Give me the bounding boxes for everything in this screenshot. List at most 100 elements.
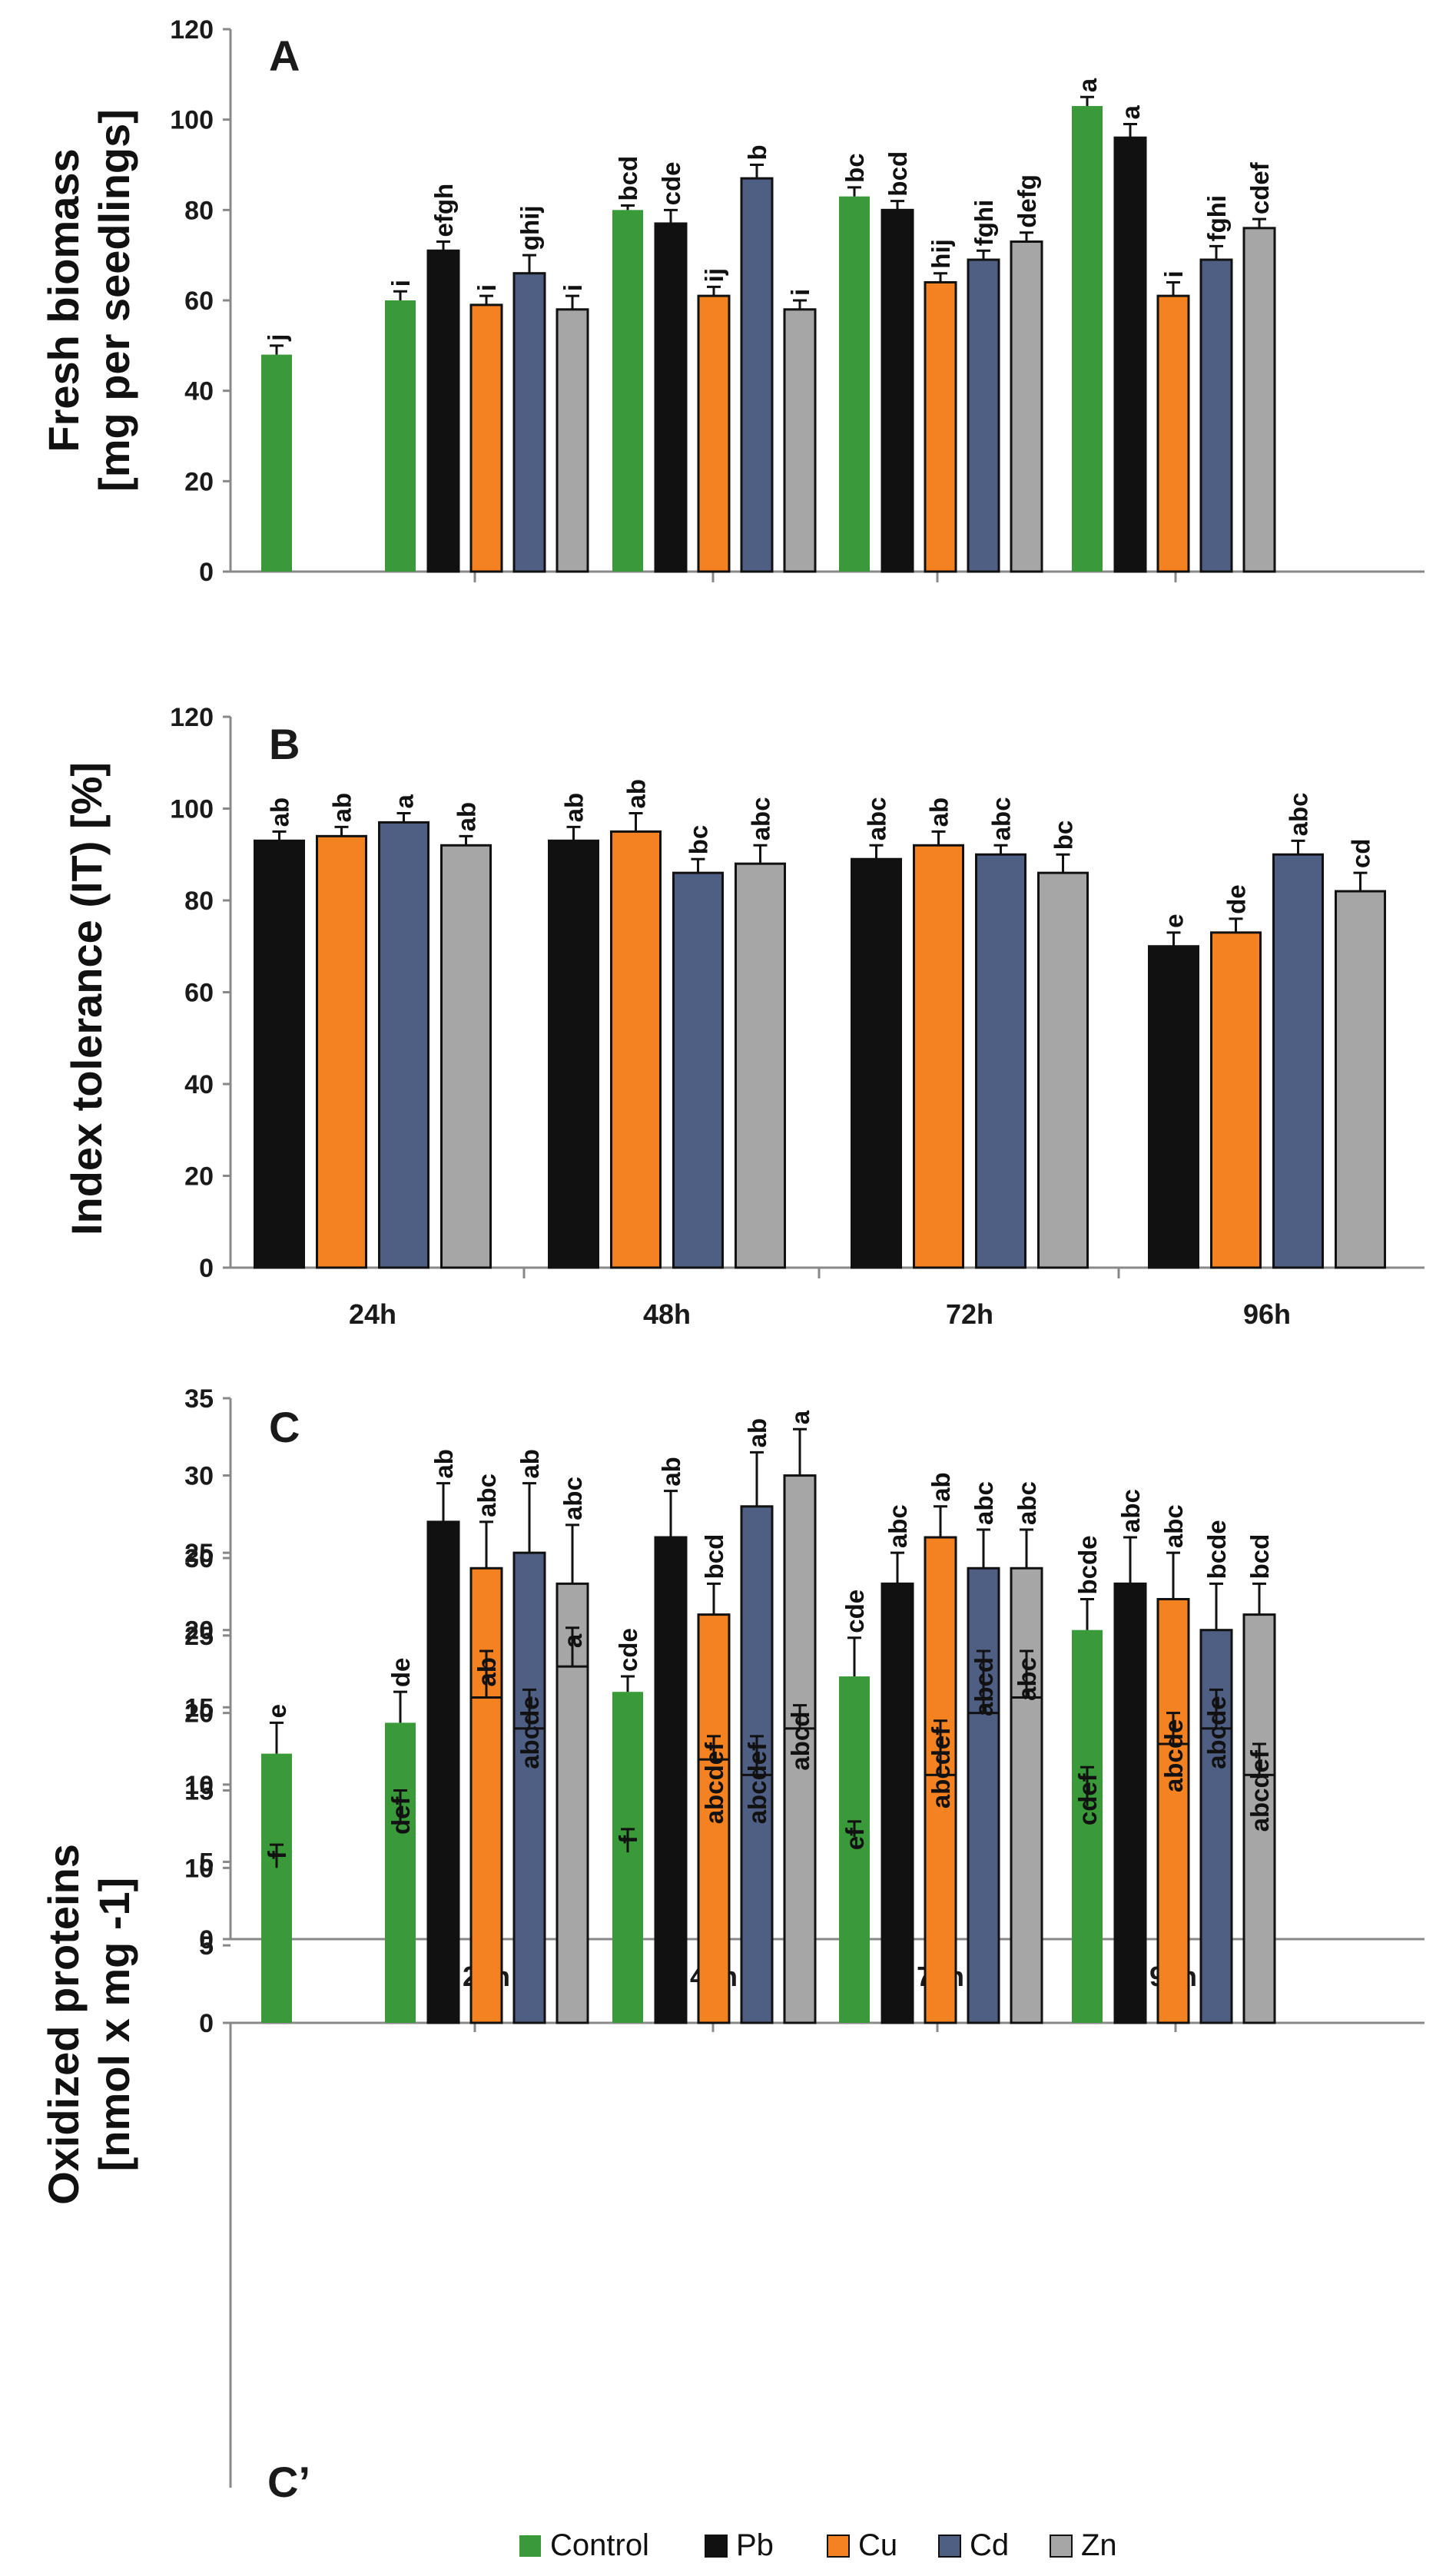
significance-label: abcdef <box>657 1742 685 1824</box>
significance-label: cd <box>1347 839 1375 869</box>
significance-label: abc <box>559 1477 587 1520</box>
panel-c-ylabel: Oxidized proteins [nmol x mg -1] <box>39 1844 138 2205</box>
y-tick-label: 30 <box>184 1544 214 1573</box>
y-tick-label: 80 <box>184 887 214 916</box>
significance-label: abc <box>1159 1504 1188 1548</box>
significance-label: a <box>1116 105 1145 120</box>
significance-label: bcd <box>614 156 642 201</box>
legend-swatch <box>938 2535 961 2558</box>
significance-label: i <box>559 284 587 291</box>
significance-label: ghij <box>516 206 544 251</box>
significance-label: cdef <box>429 1788 458 1841</box>
significance-label: f <box>614 1835 642 1844</box>
bar <box>672 871 724 1269</box>
y-tick-label: 0 <box>199 1925 214 1954</box>
bar <box>1072 1805 1103 2023</box>
significance-label: ab <box>429 1449 458 1479</box>
significance-label: cde <box>614 1628 642 1672</box>
bar <box>783 1727 817 2024</box>
bar <box>426 249 460 573</box>
bar <box>975 853 1026 1269</box>
significance-label: i <box>786 289 814 296</box>
bar <box>740 177 774 573</box>
bar <box>1210 931 1262 1269</box>
significance-label: abc <box>1013 1657 1041 1701</box>
y-tick-label: 10 <box>184 1854 214 1883</box>
y-tick-label: 25 <box>184 1539 214 1568</box>
bar <box>783 308 817 573</box>
significance-label: de <box>1222 884 1251 914</box>
significance-label: de <box>386 1658 415 1688</box>
bar <box>1010 240 1043 573</box>
bar <box>378 821 429 1269</box>
bar <box>697 1758 731 2024</box>
y-tick-label: 20 <box>184 467 214 496</box>
significance-label: abcdef <box>700 1742 728 1824</box>
bar <box>469 1696 503 2024</box>
significance-label: ab <box>473 1657 501 1687</box>
bar <box>1113 1742 1147 2024</box>
significance-label: fghi <box>970 200 998 246</box>
bar <box>556 1665 589 2024</box>
y-tick-label: 80 <box>184 196 214 225</box>
y-tick-label: 5 <box>199 1848 214 1877</box>
x-tick-label: 48h <box>643 1298 691 1330</box>
significance-label: efgh <box>429 184 458 237</box>
bar <box>316 834 367 1269</box>
significance-label: a <box>559 1633 587 1648</box>
y-tick-label: 40 <box>184 377 214 406</box>
bar <box>254 839 305 1269</box>
bar <box>881 1789 914 2024</box>
significance-label: ab <box>516 1449 544 1479</box>
significance-label: abc <box>884 1504 912 1548</box>
y-tick-label: 20 <box>184 1616 214 1646</box>
significance-label: ab <box>328 793 357 823</box>
significance-label: abcde <box>1159 1719 1188 1792</box>
legend-label: Control <box>550 2528 649 2562</box>
legend-swatch <box>827 2535 850 2558</box>
significance-label: bcd <box>884 151 912 197</box>
panel-label: B <box>269 720 300 768</box>
x-tick-label: 24h <box>349 1298 396 1330</box>
significance-label: abcde <box>1202 1696 1231 1769</box>
legend-label: Cd <box>970 2528 1009 2562</box>
significance-label: abcde <box>1116 1719 1145 1792</box>
bar <box>1037 871 1089 1269</box>
bar <box>1199 258 1233 573</box>
bar <box>839 196 870 572</box>
legend-label: Zn <box>1081 2528 1117 2562</box>
significance-label: bcde <box>1202 1520 1231 1579</box>
significance-label: i <box>1159 270 1188 277</box>
significance-label: ef <box>841 1827 869 1850</box>
legend: Control Pb Cu Cd Zn <box>519 2528 1117 2562</box>
significance-label: abcdef <box>1245 1749 1274 1832</box>
y-axis-label: [mg per seedlings] <box>90 109 138 492</box>
y-tick-label: 30 <box>184 1462 214 1491</box>
y-tick-label: 120 <box>170 703 214 732</box>
significance-label: cde <box>841 1590 869 1633</box>
bar <box>924 280 957 573</box>
panel-label: C’ <box>267 2458 310 2506</box>
significance-label: hij <box>927 239 955 269</box>
significance-label: cdef <box>1073 1772 1102 1825</box>
panel-label: C <box>269 1403 300 1451</box>
y-tick-label: 0 <box>199 558 214 587</box>
significance-label: ab <box>622 779 651 809</box>
significance-label: defg <box>1013 174 1041 228</box>
significance-label: ab <box>560 793 589 823</box>
y-tick-label: 15 <box>184 1777 214 1806</box>
bar <box>967 258 1000 573</box>
significance-label: abcd <box>786 1712 814 1771</box>
bar <box>654 222 688 573</box>
bar <box>1199 1727 1233 2024</box>
bar <box>1072 106 1103 572</box>
y-axis-label: Oxidized proteins <box>39 1844 88 2205</box>
significance-label: a <box>786 1410 814 1424</box>
significance-label: cdef <box>1245 161 1274 214</box>
legend-swatch <box>705 2535 728 2558</box>
y-tick-label: 5 <box>199 1931 214 1961</box>
significance-label: abc <box>1116 1489 1145 1533</box>
significance-label: abc <box>970 1481 998 1525</box>
y-tick-label: 120 <box>170 15 214 45</box>
y-tick-label: 10 <box>184 1771 214 1800</box>
